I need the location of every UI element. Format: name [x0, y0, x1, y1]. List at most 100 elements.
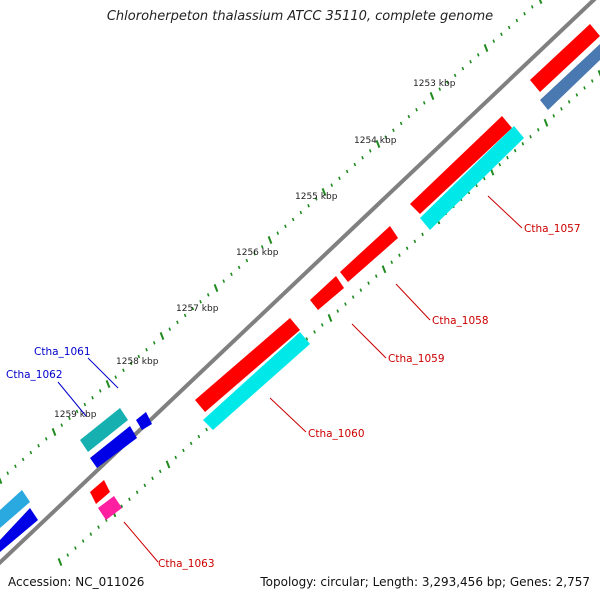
tick-mark: [461, 66, 465, 71]
tick-mark: [145, 348, 148, 352]
gene-feature-ctha-1059[interactable]: [310, 276, 344, 310]
tick-mark: [122, 368, 125, 372]
tick-mark: [291, 217, 295, 222]
tick-mark: [205, 427, 208, 432]
tick-mark: [307, 204, 310, 208]
tick-mark: [353, 162, 357, 167]
tick-mark: [6, 471, 10, 475]
accession-label: Accession: NC_011026: [8, 575, 145, 589]
tick-mark: [176, 320, 179, 324]
tick-mark: [446, 80, 449, 84]
tick-mark: [44, 437, 48, 441]
tick-mark: [137, 354, 141, 359]
gene-feature-ctha-1058[interactable]: [340, 226, 398, 282]
gene-feature[interactable]: [530, 24, 600, 92]
tick-mark: [206, 293, 210, 297]
map-title: Chloroherpeton thalassium ATCC 35110, co…: [106, 9, 494, 24]
tick-mark: [165, 460, 171, 469]
gene-feature[interactable]: [136, 412, 152, 430]
genome-backbone: [0, 0, 597, 566]
tick-mark: [174, 455, 178, 460]
tick-mark: [253, 252, 256, 256]
tick-mark: [313, 330, 316, 334]
tick-mark: [60, 423, 64, 427]
tick-mark: [392, 128, 395, 132]
tick-mark: [320, 323, 324, 327]
tick-mark: [422, 101, 426, 105]
tick-label-1256: 1256 kbp: [236, 248, 279, 258]
tick-mark: [483, 44, 489, 52]
gene-feature-ctha-1061[interactable]: [80, 408, 128, 452]
tick-mark: [183, 313, 187, 318]
gene-feature[interactable]: [203, 332, 310, 430]
gene-feature[interactable]: [540, 44, 600, 110]
tick-mark: [500, 32, 503, 36]
tick-mark: [143, 483, 147, 488]
tick-label-1254: 1254 kbp: [354, 136, 397, 146]
tick-mark: [567, 100, 571, 104]
tick-mark: [407, 114, 411, 119]
tick-mark: [305, 337, 309, 341]
gene-label-ctha-1061[interactable]: Ctha_1061: [34, 346, 91, 358]
tick-labels: 1253 kbp 1254 kbp 1255 kbp 1256 kbp 1257…: [54, 79, 456, 420]
tick-mark: [590, 79, 594, 83]
tick-mark: [538, 0, 543, 4]
gene-label-ctha-1063[interactable]: Ctha_1063: [158, 558, 215, 570]
tick-mark: [135, 490, 139, 494]
tick-mark: [14, 464, 17, 468]
tick-mark: [399, 121, 403, 126]
tick-mark: [390, 260, 394, 264]
tick-mark: [552, 114, 556, 118]
gene-feature[interactable]: [0, 508, 38, 552]
tick-mark: [381, 265, 387, 274]
tick-mark: [530, 5, 534, 9]
gene-feature-ctha-1062[interactable]: [90, 426, 137, 468]
tick-mark: [74, 546, 77, 550]
gene-label-ctha-1057[interactable]: Ctha_1057: [524, 223, 581, 235]
gene-label-ctha-1062[interactable]: Ctha_1062: [6, 369, 63, 381]
gene-feature-ctha-1057[interactable]: [410, 116, 512, 214]
tick-mark: [276, 231, 280, 235]
gene-feature[interactable]: [90, 480, 110, 504]
tick-mark: [384, 135, 388, 139]
tick-mark: [498, 162, 502, 167]
gene-feature-ctha-1063[interactable]: [98, 496, 122, 520]
tick-mark: [245, 258, 249, 263]
tick-mark: [91, 396, 94, 400]
gene-feature[interactable]: [0, 490, 30, 528]
tick-mark: [405, 246, 409, 250]
gene-label-ctha-1058[interactable]: Ctha_1058: [432, 315, 489, 327]
gene-feature[interactable]: [420, 126, 524, 230]
tick-mark: [314, 197, 318, 201]
tick-mark: [284, 224, 287, 228]
tick-mark: [438, 87, 442, 91]
tick-label-1255: 1255 kbp: [295, 192, 338, 202]
gene-label-ctha-1059[interactable]: Ctha_1059: [388, 353, 445, 365]
gene-features: [0, 24, 600, 552]
tick-mark: [327, 314, 333, 322]
tick-mark: [398, 253, 401, 257]
tick-label-1258: 1258 kbp: [116, 357, 159, 367]
tick-mark: [168, 327, 172, 331]
tick-mark: [453, 73, 457, 78]
gene-label-ctha-1060[interactable]: Ctha_1060: [308, 428, 365, 440]
tick-mark: [97, 525, 100, 529]
tick-mark: [81, 539, 85, 543]
tick-mark: [330, 183, 334, 187]
tick-mark: [151, 476, 154, 481]
tick-mark: [338, 176, 341, 180]
tick-mark: [21, 457, 25, 462]
tick-mark: [230, 272, 233, 276]
tick-mark: [560, 107, 563, 111]
tick-mark: [523, 12, 526, 16]
leader-lines: [57, 195, 523, 563]
tick-mark: [158, 469, 162, 474]
tick-mark: [515, 18, 519, 23]
tick-mark: [361, 156, 364, 160]
tick-mark: [336, 309, 340, 313]
tick-mark: [189, 441, 193, 446]
tick-mark: [120, 504, 124, 508]
gene-feature-ctha-1060[interactable]: [195, 318, 300, 412]
tick-mark: [521, 142, 525, 146]
tick-mark: [128, 497, 131, 501]
